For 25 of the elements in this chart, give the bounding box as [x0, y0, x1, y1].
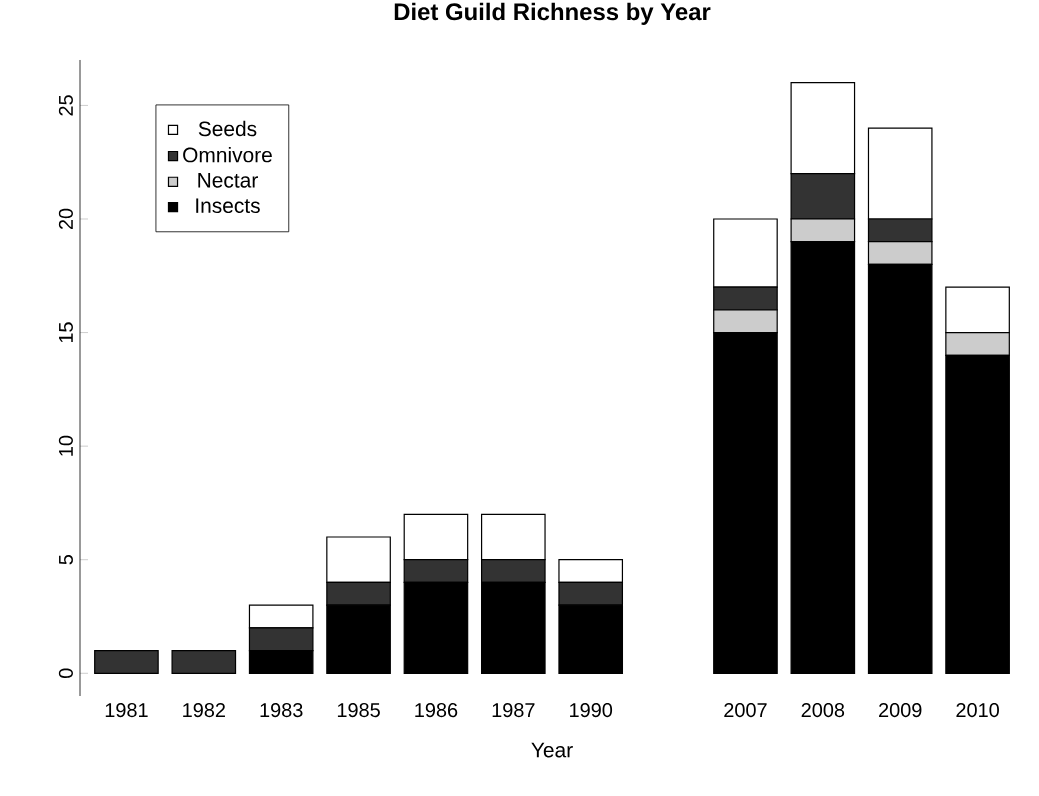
y-tick-label: 20: [58, 208, 73, 230]
y-tick-label: 15: [59, 322, 73, 343]
legend-label: Omnivore: [183, 146, 272, 163]
chart-title: Diet Guild Richness by Year: [394, 2, 711, 26]
x-tick-label: 2010: [956, 703, 999, 718]
y-tick-label: 25: [58, 95, 73, 116]
legend-label: Nectar: [198, 173, 258, 188]
x-tick-label: 1986: [415, 703, 458, 718]
y-tick-label: 0: [58, 668, 73, 679]
x-tick-label: 2007: [724, 703, 767, 718]
x-tick-label: 1985: [337, 703, 380, 718]
x-tick-label: 1987: [492, 703, 535, 718]
x-tick-label: 1981: [105, 703, 148, 718]
y-tick-label: 10: [58, 435, 73, 456]
bar: [94, 649, 159, 674]
x-tick-label: 1990: [570, 703, 613, 718]
x-tick-label: 1982: [183, 703, 225, 718]
legend-label: Seeds: [198, 120, 257, 137]
x-tick-label: 2009: [879, 703, 922, 718]
x-axis-title: Year: [531, 742, 573, 758]
y-tick-label: 5: [59, 555, 73, 565]
bar: [171, 649, 237, 674]
x-tick-label: 1983: [260, 703, 303, 718]
legend-label: Insects: [196, 198, 260, 214]
x-tick-label: 2008: [801, 703, 845, 718]
